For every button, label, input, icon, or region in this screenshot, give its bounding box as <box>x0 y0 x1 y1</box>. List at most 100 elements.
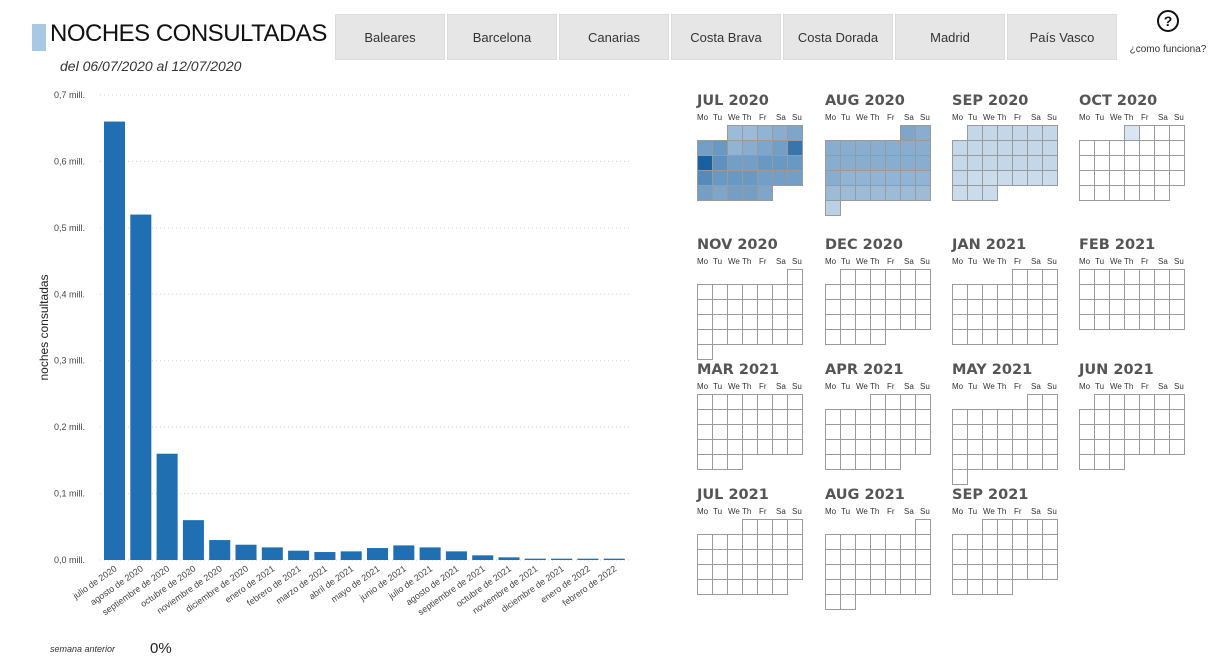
calendar-day-cell[interactable] <box>1027 564 1043 580</box>
calendar-day-cell[interactable] <box>1012 409 1028 425</box>
calendar-day-cell[interactable] <box>1012 299 1028 315</box>
calendar-day-cell[interactable] <box>712 454 728 470</box>
calendar-day-cell[interactable] <box>967 579 983 595</box>
calendar-day-cell[interactable] <box>1169 125 1185 141</box>
tab-pais-vasco[interactable]: País Vasco <box>1007 14 1117 60</box>
calendar-day-cell[interactable] <box>772 519 788 535</box>
calendar-day-cell[interactable] <box>967 155 983 171</box>
calendar-day-cell[interactable] <box>772 564 788 580</box>
calendar-day-cell[interactable] <box>997 439 1013 455</box>
calendar-day-cell[interactable] <box>712 314 728 330</box>
calendar-day-cell[interactable] <box>1042 454 1058 470</box>
calendar-day-cell[interactable] <box>870 329 886 345</box>
calendar-day-cell[interactable] <box>840 424 856 440</box>
calendar-day-cell[interactable] <box>1169 394 1185 410</box>
calendar-day-cell[interactable] <box>967 424 983 440</box>
calendar-day-cell[interactable] <box>787 519 803 535</box>
calendar-day-cell[interactable] <box>982 424 998 440</box>
calendar-day-cell[interactable] <box>967 409 983 425</box>
calendar-day-cell[interactable] <box>967 185 983 201</box>
tab-costa-dorada[interactable]: Costa Dorada <box>783 14 893 60</box>
calendar-day-cell[interactable] <box>697 564 713 580</box>
calendar-day-cell[interactable] <box>1154 439 1170 455</box>
calendar-day-cell[interactable] <box>1027 534 1043 550</box>
calendar-day-cell[interactable] <box>787 329 803 345</box>
calendar-day-cell[interactable] <box>742 424 758 440</box>
calendar-day-cell[interactable] <box>825 534 841 550</box>
calendar-day-cell[interactable] <box>1124 439 1140 455</box>
calendar-day-cell[interactable] <box>967 299 983 315</box>
calendar-day-cell[interactable] <box>727 140 743 156</box>
calendar-day-cell[interactable] <box>787 284 803 300</box>
calendar-day-cell[interactable] <box>1027 284 1043 300</box>
calendar-day-cell[interactable] <box>1042 284 1058 300</box>
calendar-day-cell[interactable] <box>1154 269 1170 285</box>
calendar-day-cell[interactable] <box>915 299 931 315</box>
calendar-day-cell[interactable] <box>840 439 856 455</box>
calendar-day-cell[interactable] <box>915 185 931 201</box>
tab-madrid[interactable]: Madrid <box>895 14 1005 60</box>
calendar-day-cell[interactable] <box>727 394 743 410</box>
calendar-day-cell[interactable] <box>1027 549 1043 565</box>
calendar-day-cell[interactable] <box>1139 424 1155 440</box>
calendar-day-cell[interactable] <box>885 564 901 580</box>
calendar-day-cell[interactable] <box>840 185 856 201</box>
calendar-day-cell[interactable] <box>840 314 856 330</box>
calendar-day-cell[interactable] <box>1012 549 1028 565</box>
calendar-day-cell[interactable] <box>787 314 803 330</box>
calendar-day-cell[interactable] <box>1042 424 1058 440</box>
calendar-day-cell[interactable] <box>742 185 758 201</box>
calendar-day-cell[interactable] <box>742 140 758 156</box>
calendar-day-cell[interactable] <box>870 424 886 440</box>
calendar-day-cell[interactable] <box>1094 299 1110 315</box>
calendar-day-cell[interactable] <box>1139 269 1155 285</box>
calendar-day-cell[interactable] <box>697 329 713 345</box>
calendar-day-cell[interactable] <box>727 534 743 550</box>
calendar-day-cell[interactable] <box>915 564 931 580</box>
calendar-day-cell[interactable] <box>697 439 713 455</box>
calendar-day-cell[interactable] <box>840 454 856 470</box>
calendar-day-cell[interactable] <box>727 409 743 425</box>
calendar-day-cell[interactable] <box>1154 299 1170 315</box>
calendar-day-cell[interactable] <box>772 314 788 330</box>
calendar-day-cell[interactable] <box>855 269 871 285</box>
calendar-day-cell[interactable] <box>855 185 871 201</box>
calendar-day-cell[interactable] <box>885 534 901 550</box>
calendar-day-cell[interactable] <box>1094 185 1110 201</box>
calendar-day-cell[interactable] <box>840 155 856 171</box>
calendar-day-cell[interactable] <box>900 549 916 565</box>
calendar-day-cell[interactable] <box>870 299 886 315</box>
calendar-day-cell[interactable] <box>900 409 916 425</box>
calendar-day-cell[interactable] <box>952 534 968 550</box>
calendar-day-cell[interactable] <box>1012 454 1028 470</box>
calendar-day-cell[interactable] <box>885 439 901 455</box>
calendar-day-cell[interactable] <box>1094 314 1110 330</box>
calendar-day-cell[interactable] <box>982 155 998 171</box>
calendar-day-cell[interactable] <box>915 155 931 171</box>
calendar-day-cell[interactable] <box>727 185 743 201</box>
calendar-day-cell[interactable] <box>900 299 916 315</box>
calendar-day-cell[interactable] <box>1027 329 1043 345</box>
calendar-day-cell[interactable] <box>825 439 841 455</box>
calendar-day-cell[interactable] <box>915 269 931 285</box>
calendar-day-cell[interactable] <box>870 454 886 470</box>
calendar-day-cell[interactable] <box>727 155 743 171</box>
calendar-day-cell[interactable] <box>712 564 728 580</box>
calendar-day-cell[interactable] <box>967 454 983 470</box>
tab-baleares[interactable]: Baleares <box>335 14 445 60</box>
calendar-day-cell[interactable] <box>885 299 901 315</box>
calendar-day-cell[interactable] <box>787 564 803 580</box>
calendar-day-cell[interactable] <box>1109 140 1125 156</box>
calendar-day-cell[interactable] <box>900 185 916 201</box>
calendar-day-cell[interactable] <box>1169 439 1185 455</box>
calendar-day-cell[interactable] <box>1027 170 1043 186</box>
calendar-day-cell[interactable] <box>952 299 968 315</box>
calendar-day-cell[interactable] <box>885 314 901 330</box>
calendar-day-cell[interactable] <box>967 534 983 550</box>
calendar-day-cell[interactable] <box>742 439 758 455</box>
calendar-day-cell[interactable] <box>952 284 968 300</box>
calendar-day-cell[interactable] <box>1124 284 1140 300</box>
calendar-day-cell[interactable] <box>1042 519 1058 535</box>
calendar-day-cell[interactable] <box>757 185 773 201</box>
calendar-day-cell[interactable] <box>787 155 803 171</box>
